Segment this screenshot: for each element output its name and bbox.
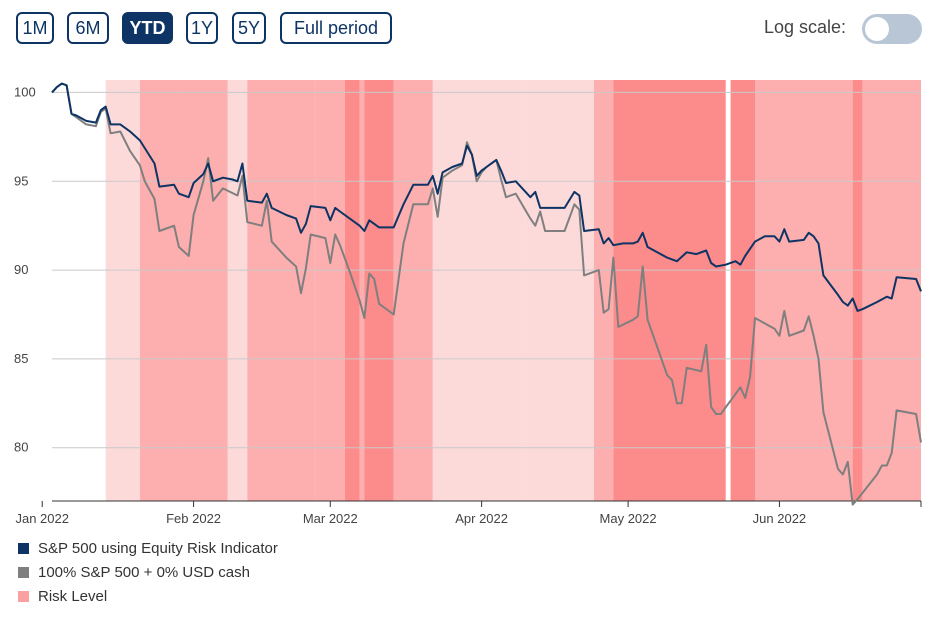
log-scale-label: Log scale: — [763, 17, 846, 37]
risk-band-medium — [862, 80, 921, 501]
line-chart: 80 85 90 95 100 Jan 2022 Feb 2022 Mar 2022 Apr … — [14, 80, 922, 526]
x-axis: Jan 2022 Feb 2022 Mar 2022 Apr 2022 May 2022… — [15, 500, 922, 526]
series-line-strategy — [51, 82, 922, 312]
legend-item-sp500[interactable]: 100% S&P 500 + 0% USD cash — [18, 560, 278, 584]
toggle-knob — [865, 17, 889, 41]
range-button-1m[interactable]: 1M — [16, 12, 54, 44]
x-tick-label: Jun 2022 — [753, 511, 807, 526]
y-tick-label: 95 — [14, 173, 28, 188]
range-button-ytd[interactable]: YTD — [122, 12, 173, 44]
risk-band-high — [364, 80, 394, 501]
x-tick-label: Jan 2022 — [15, 511, 69, 526]
risk-band-high — [613, 80, 726, 501]
y-tick-label: 90 — [14, 262, 28, 277]
grid-lines — [52, 91, 921, 449]
y-tick-label: 80 — [14, 440, 28, 455]
risk-band-medium — [315, 80, 345, 501]
legend-swatch-strategy — [18, 542, 29, 554]
legend-item-risk-level[interactable]: Risk Level — [18, 584, 278, 608]
risk-band-medium — [139, 80, 179, 501]
x-tick-label: Apr 2022 — [455, 511, 508, 526]
legend-item-strategy[interactable]: S&P 500 using Equity Risk Indicator — [18, 536, 278, 560]
range-button-1y[interactable]: 1Y — [186, 12, 218, 44]
range-button-full-period[interactable]: Full period — [280, 12, 392, 44]
risk-band-low — [227, 80, 248, 501]
x-tick-label: Feb 2022 — [166, 511, 221, 526]
series-lines — [51, 82, 922, 506]
risk-bands — [105, 80, 921, 501]
risk-band-low — [525, 80, 594, 501]
x-tick-label: May 2022 — [600, 511, 657, 526]
y-tick-label: 100 — [14, 84, 36, 99]
risk-band-low — [432, 80, 526, 501]
risk-band-low — [105, 80, 140, 501]
legend-label: 100% S&P 500 + 0% USD cash — [38, 563, 250, 581]
legend-swatch-sp500 — [18, 566, 29, 578]
x-tick-label: Mar 2022 — [303, 511, 358, 526]
range-button-6m[interactable]: 6M — [67, 12, 109, 44]
log-scale-toggle[interactable] — [862, 14, 922, 44]
legend-label: S&P 500 using Equity Risk Indicator — [38, 539, 278, 557]
y-axis: 80 85 90 95 100 — [14, 84, 36, 454]
range-button-5y[interactable]: 5Y — [232, 12, 266, 44]
legend: S&P 500 using Equity Risk Indicator 100%… — [18, 536, 278, 608]
legend-label: Risk Level — [38, 587, 108, 605]
risk-band-medium — [359, 80, 365, 501]
risk-band-medium — [178, 80, 228, 501]
risk-band-medium — [593, 80, 614, 501]
risk-band-high — [344, 80, 360, 501]
series-line-sp500 — [51, 82, 922, 506]
risk-band-medium — [755, 80, 853, 501]
risk-band-high — [852, 80, 863, 501]
y-tick-label: 85 — [14, 351, 28, 366]
risk-band-high — [730, 80, 756, 501]
risk-band-medium — [247, 80, 316, 501]
risk-band-medium — [393, 80, 433, 501]
legend-swatch-risk — [18, 590, 29, 602]
